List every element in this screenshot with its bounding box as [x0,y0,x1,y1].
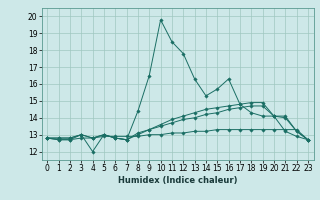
X-axis label: Humidex (Indice chaleur): Humidex (Indice chaleur) [118,176,237,185]
